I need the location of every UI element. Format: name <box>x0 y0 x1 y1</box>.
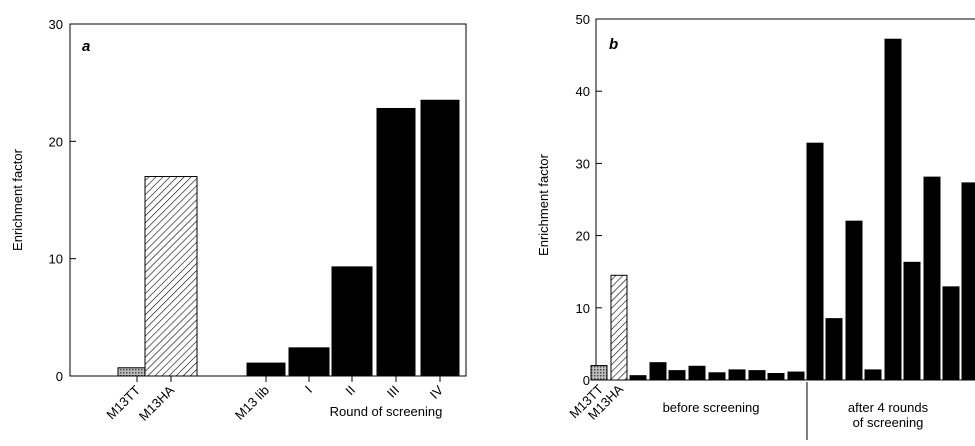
y-tick-label: 10 <box>49 252 63 267</box>
bar-b-8 <box>748 370 766 381</box>
group-label-after-line2: of screening <box>853 415 924 430</box>
x-tick-label: II <box>342 383 358 399</box>
bar-i <box>288 347 330 377</box>
y-tick-label: 0 <box>56 369 63 384</box>
bar-b-16 <box>903 261 921 381</box>
y-tick-label: 10 <box>576 301 590 316</box>
bar-b-4 <box>668 370 686 381</box>
bar-b-15 <box>884 38 902 381</box>
panel-label-b: b <box>609 36 618 53</box>
y-tick-label: 30 <box>576 156 590 171</box>
bar-b-13 <box>845 220 863 381</box>
bar-ii <box>331 266 373 377</box>
chart-panel-b: b Enrichment factor before screening aft… <box>536 12 975 440</box>
x-tick-label: IV <box>427 382 447 402</box>
group-label-after-line1: after 4 rounds <box>848 400 929 415</box>
y-tick-label: 20 <box>49 134 63 149</box>
chart-panel-a: a Enrichment factor Round of screening 0… <box>10 17 467 424</box>
bar-m13-lib <box>246 362 286 377</box>
y-tick-label: 30 <box>49 17 63 32</box>
y-axis-label-a: Enrichment factor <box>10 148 25 251</box>
bar-b-5 <box>688 365 706 381</box>
x-tick-label: M13TT <box>103 382 143 422</box>
x-tick-label: III <box>384 383 402 401</box>
bar-b-18 <box>942 286 960 381</box>
y-tick-label: 20 <box>576 229 590 244</box>
bar-b-11 <box>806 142 824 381</box>
bar-b-0 <box>590 365 608 381</box>
bar-b-1 <box>610 274 628 381</box>
bar-b-12 <box>825 318 843 381</box>
bar-b-7 <box>728 369 746 381</box>
x-tick-label: M13 lib <box>232 383 272 423</box>
x-tick-label: I <box>302 383 315 396</box>
bar-b-19 <box>961 182 975 381</box>
bar-iv <box>420 99 460 377</box>
bar-b-2 <box>629 375 647 381</box>
y-tick-label: 50 <box>576 12 590 27</box>
bar-iii <box>376 107 416 377</box>
group-label-before: before screening <box>663 400 760 415</box>
x-tick-label: M13HA <box>136 382 177 423</box>
bar-b-3 <box>649 362 667 381</box>
bar-b-10 <box>787 371 805 381</box>
bar-m13ha <box>144 176 198 377</box>
y-tick-label: 0 <box>583 373 590 388</box>
bar-b-9 <box>767 373 785 381</box>
y-axis-label-b: Enrichment factor <box>536 153 551 256</box>
x-axis-label-a: Round of screening <box>330 404 443 419</box>
panel-label-a: a <box>82 38 90 55</box>
y-tick-label: 40 <box>576 84 590 99</box>
bar-b-6 <box>708 372 726 381</box>
bar-b-17 <box>923 176 941 381</box>
bar-b-14 <box>864 369 882 381</box>
